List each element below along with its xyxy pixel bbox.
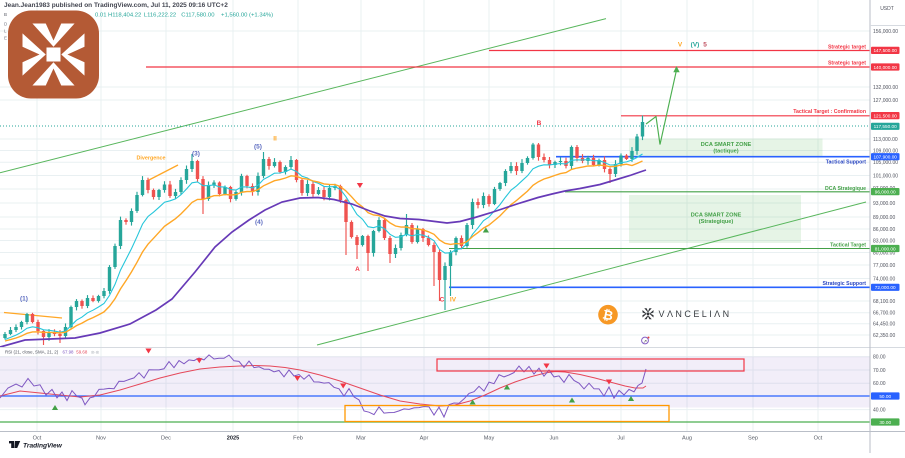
svg-text:+1,560.00 (+1.34%): +1,560.00 (+1.34%)	[221, 13, 273, 19]
svg-text:5: 5	[703, 42, 707, 49]
svg-text:68,100.00: 68,100.00	[873, 299, 895, 305]
svg-text:121,500.00: 121,500.00	[873, 113, 897, 118]
svg-text:C117,580.00: C117,580.00	[181, 13, 215, 19]
svg-text:Apr: Apr	[420, 436, 429, 442]
svg-text:Strategic target: Strategic target	[828, 45, 866, 51]
svg-text:62,350.00: 62,350.00	[873, 333, 895, 339]
svg-text:II: II	[273, 136, 277, 143]
svg-text:VΛNCELIΛN: VΛNCELIΛN	[659, 309, 732, 319]
svg-text:93,000.00: 93,000.00	[873, 201, 895, 207]
svg-text:109,000.00: 109,000.00	[873, 148, 898, 154]
svg-text:(Strategique): (Strategique)	[699, 219, 734, 225]
svg-text:Nov: Nov	[96, 436, 106, 442]
svg-text:80.00: 80.00	[873, 355, 886, 361]
svg-text:86,000.00: 86,000.00	[873, 227, 895, 233]
svg-text:74,000.00: 74,000.00	[873, 276, 895, 282]
svg-text:C: C	[440, 297, 445, 304]
svg-text:Oct: Oct	[814, 436, 823, 442]
svg-text:127,000.00: 127,000.00	[873, 98, 898, 104]
svg-text:67.98: 67.98	[63, 350, 75, 355]
svg-text:Tactical Target: Tactical Target	[830, 243, 866, 249]
svg-text:L116,222.22: L116,222.22	[144, 13, 176, 19]
svg-text:Tactical Support: Tactical Support	[826, 160, 867, 166]
svg-text:H118,404.22: H118,404.22	[108, 13, 141, 19]
svg-text:64,450.00: 64,450.00	[873, 322, 895, 328]
svg-text:Aug: Aug	[682, 436, 692, 442]
svg-text:Strategic target: Strategic target	[828, 61, 866, 67]
svg-text:DCA SMART ZONE: DCA SMART ZONE	[701, 142, 752, 148]
svg-text:(3): (3)	[192, 151, 200, 158]
svg-text:Mar: Mar	[356, 436, 366, 442]
svg-text:Divergence: Divergence	[136, 156, 165, 162]
svg-text:↗: ↗	[643, 339, 647, 345]
svg-text:83,000.00: 83,000.00	[873, 238, 895, 244]
svg-text:E: E	[4, 36, 7, 41]
svg-text:50.00: 50.00	[879, 394, 891, 399]
svg-text:96,000.00: 96,000.00	[875, 189, 896, 194]
svg-text:B: B	[4, 12, 7, 17]
svg-text:(1): (1)	[20, 296, 28, 303]
svg-text:Jul: Jul	[617, 436, 624, 442]
svg-text:(5): (5)	[254, 144, 262, 151]
svg-text:117,550.00: 117,550.00	[874, 124, 898, 129]
svg-text:77,000.00: 77,000.00	[873, 263, 895, 269]
svg-text:59.68: 59.68	[76, 350, 88, 355]
svg-text:66,700.00: 66,700.00	[873, 311, 895, 317]
svg-text:30.00: 30.00	[879, 420, 891, 425]
svg-text:113,000.00: 113,000.00	[873, 137, 898, 143]
svg-text:81,000.00: 81,000.00	[875, 246, 896, 251]
svg-text:72,000.00: 72,000.00	[875, 285, 896, 290]
svg-text:105,000.00: 105,000.00	[873, 160, 898, 166]
svg-text:DCA Strategique: DCA Strategique	[825, 186, 866, 192]
svg-text:0.01: 0.01	[95, 13, 106, 19]
svg-text:80,000.00: 80,000.00	[873, 250, 895, 256]
svg-text:132,000.00: 132,000.00	[873, 85, 898, 91]
svg-text:Feb: Feb	[293, 436, 303, 442]
svg-text:Tactical Target : Confirmation: Tactical Target : Confirmation	[793, 109, 866, 115]
svg-text:V: V	[678, 42, 683, 49]
svg-text:L: L	[4, 29, 7, 34]
svg-text:TradingView: TradingView	[23, 443, 63, 450]
svg-text:Strategic Support: Strategic Support	[822, 281, 866, 287]
svg-text:IV: IV	[450, 297, 457, 304]
svg-text:(V): (V)	[691, 42, 700, 49]
svg-text:107,900.00: 107,900.00	[873, 155, 897, 160]
svg-text:D: D	[4, 22, 8, 27]
svg-text:USDT: USDT	[880, 6, 894, 12]
svg-text:40.00: 40.00	[873, 408, 886, 414]
svg-text:70.00: 70.00	[873, 368, 886, 374]
svg-text:60.00: 60.00	[873, 381, 886, 387]
svg-text:B: B	[537, 120, 542, 127]
svg-text:(tactique): (tactique)	[713, 149, 738, 155]
svg-text:Jun: Jun	[549, 436, 558, 442]
svg-text:Dec: Dec	[161, 436, 171, 442]
svg-text:147,500.00: 147,500.00	[873, 48, 897, 53]
svg-text:₿: ₿	[601, 307, 614, 324]
svg-text:RSI (21, close, SMA, 21, 2): RSI (21, close, SMA, 21, 2)	[5, 350, 59, 355]
svg-text:A: A	[355, 266, 360, 273]
svg-text:156,000.00: 156,000.00	[873, 29, 898, 35]
svg-text:Jean.Jean1983 published on Tra: Jean.Jean1983 published on TradingView.c…	[4, 2, 228, 9]
svg-text:140,000.00: 140,000.00	[873, 65, 897, 70]
svg-text:◎ ◎: ◎ ◎	[91, 350, 100, 355]
svg-text:2025: 2025	[227, 436, 239, 442]
svg-text:Oct: Oct	[33, 436, 42, 442]
svg-text:(4): (4)	[255, 219, 263, 226]
svg-text:May: May	[484, 436, 495, 442]
svg-text:DCA SMART ZONE: DCA SMART ZONE	[691, 213, 742, 219]
svg-text:101,000.00: 101,000.00	[873, 173, 898, 179]
svg-text:Sep: Sep	[748, 436, 758, 442]
svg-text:89,000.00: 89,000.00	[873, 215, 895, 221]
